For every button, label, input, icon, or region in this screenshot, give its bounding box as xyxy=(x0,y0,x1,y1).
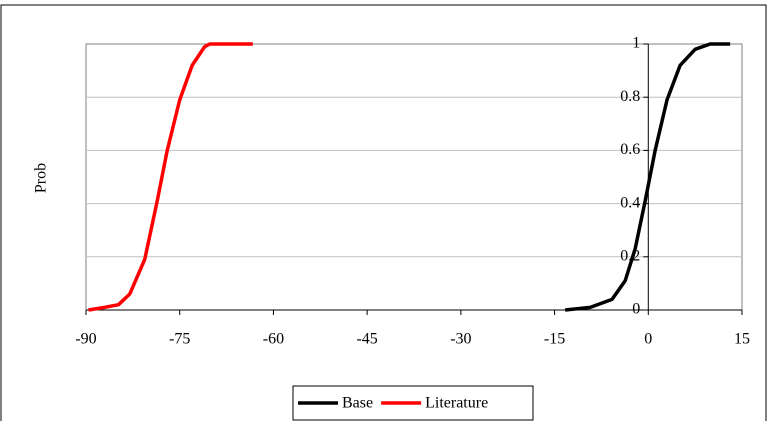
y-tick-label: 0 xyxy=(632,301,640,318)
x-tick-label: -15 xyxy=(544,331,565,348)
y-tick-label: 0.6 xyxy=(620,141,640,158)
x-tick-label: -45 xyxy=(356,331,377,348)
legend-label: Literature xyxy=(425,395,488,412)
series-line xyxy=(88,42,253,312)
series-line xyxy=(565,42,731,312)
legend-label: Base xyxy=(342,395,373,412)
x-tick-label: -30 xyxy=(450,331,471,348)
y-tick-label: 0.4 xyxy=(620,194,640,211)
chart-border xyxy=(0,4,767,421)
x-tick-label: -75 xyxy=(169,331,190,348)
y-axis-title: Prob xyxy=(33,163,50,193)
y-tick-label: 0.8 xyxy=(620,88,640,105)
x-tick-label: -90 xyxy=(75,331,96,348)
y-tick-label: 1 xyxy=(632,35,640,52)
x-tick-label: 0 xyxy=(644,331,652,348)
x-tick-label: -60 xyxy=(263,331,284,348)
x-tick-label: 15 xyxy=(734,331,750,348)
